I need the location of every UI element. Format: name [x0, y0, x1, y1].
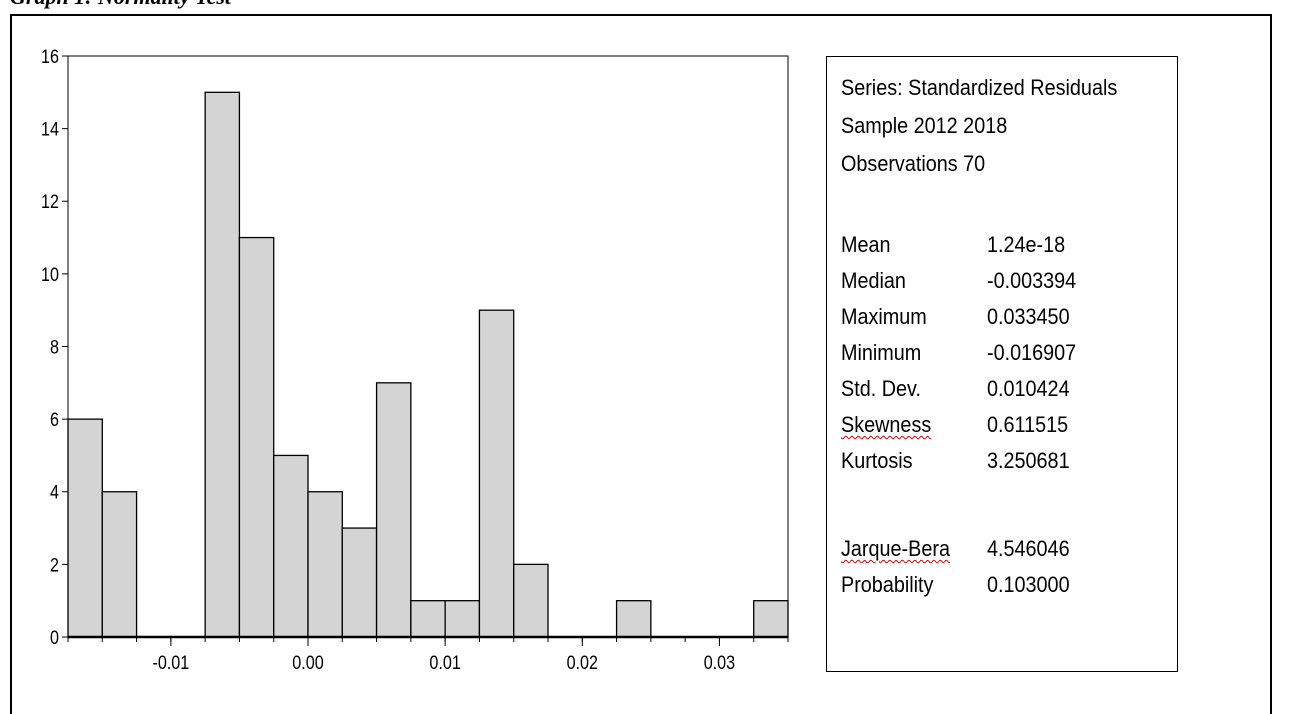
histogram-bar: [307, 491, 343, 638]
stat-label: Jarque-Bera: [841, 536, 950, 561]
x-tick-label: 0.01: [429, 652, 460, 674]
histogram-bar: [753, 600, 789, 638]
plot-area: [67, 55, 789, 638]
stat-value: 4.546046: [987, 536, 1070, 561]
stat-label: Skewness: [841, 412, 932, 437]
stat-label: Median: [841, 268, 906, 293]
histogram-chart: 0 2 4 6 8 10 12 14 16 -0.01 0.00 0.01 0.02 0.03: [41, 46, 789, 674]
stat-row-std-dev: Std. Dev. 0.010424: [841, 376, 1171, 406]
stat-row-median: Median -0.003394: [841, 268, 1171, 298]
stat-value: -0.016907: [987, 340, 1077, 365]
stat-label: Maximum: [841, 304, 927, 329]
histogram-bar: [513, 563, 549, 638]
histogram-bar: [444, 600, 481, 638]
y-tick-label: 2: [50, 554, 59, 576]
figure-frame: [10, 14, 1272, 714]
stat-row-skewness: Skewness 0.611515: [841, 412, 1171, 442]
x-tick-label: 0.02: [567, 652, 598, 674]
y-tick-label: 0: [50, 627, 59, 649]
y-tick-label: 4: [50, 482, 59, 504]
series-name: Series: Standardized Residuals: [841, 75, 1118, 100]
histogram-bar: [238, 236, 275, 638]
histogram-bar: [204, 91, 241, 638]
histogram-bar: [615, 600, 652, 638]
statistics-panel: Series: Standardized Residuals Sample 20…: [826, 56, 1178, 672]
stat-label: Probability: [841, 572, 934, 597]
y-tick-label: 16: [41, 46, 59, 68]
histogram-bar: [341, 527, 378, 638]
histogram-bar: [478, 309, 515, 638]
stat-label: Std. Dev.: [841, 376, 921, 401]
stat-value: 3.250681: [987, 448, 1070, 473]
stat-row-kurtosis: Kurtosis 3.250681: [841, 448, 1171, 478]
stat-row-mean: Mean 1.24e-18: [841, 232, 1171, 262]
x-tick-label: 0.00: [292, 652, 324, 674]
stat-value: 1.24e-18: [987, 232, 1066, 257]
cut-off-heading-text: Graph 1: Normality Test: [10, 0, 231, 10]
sample-range: Sample 2012 2018: [841, 113, 1008, 138]
stat-row-minimum: Minimum -0.016907: [841, 340, 1171, 370]
observations-count: Observations 70: [841, 151, 986, 176]
stat-value: 0.010424: [987, 376, 1070, 401]
y-tick-label: 12: [41, 191, 59, 213]
y-tick-label: 10: [41, 264, 59, 286]
cut-off-heading: Graph 1: Normality Test: [0, 0, 1290, 10]
y-tick-label: 6: [50, 409, 59, 431]
stat-value: 0.611515: [987, 412, 1069, 437]
histogram-bar: [273, 454, 309, 638]
histogram-bar: [101, 491, 138, 638]
y-tick-label: 14: [41, 118, 59, 140]
histogram-bar: [375, 382, 412, 638]
stat-label: Kurtosis: [841, 448, 913, 473]
x-tick-label: 0.03: [704, 652, 736, 674]
histogram-bar: [67, 418, 103, 638]
y-tick-label: 8: [50, 336, 59, 358]
histogram-bar: [410, 600, 446, 638]
stat-row-jarque-bera: Jarque-Bera 4.546046: [841, 536, 1171, 566]
stat-row-probability: Probability 0.103000: [841, 572, 1171, 602]
stat-row-maximum: Maximum 0.033450: [841, 304, 1171, 334]
stat-value: -0.003394: [987, 268, 1077, 293]
stat-label: Mean: [841, 232, 891, 257]
x-tick-label: -0.01: [152, 652, 189, 674]
stat-label: Minimum: [841, 340, 922, 365]
stat-value: 0.033450: [987, 304, 1070, 329]
stat-value: 0.103000: [987, 572, 1070, 597]
